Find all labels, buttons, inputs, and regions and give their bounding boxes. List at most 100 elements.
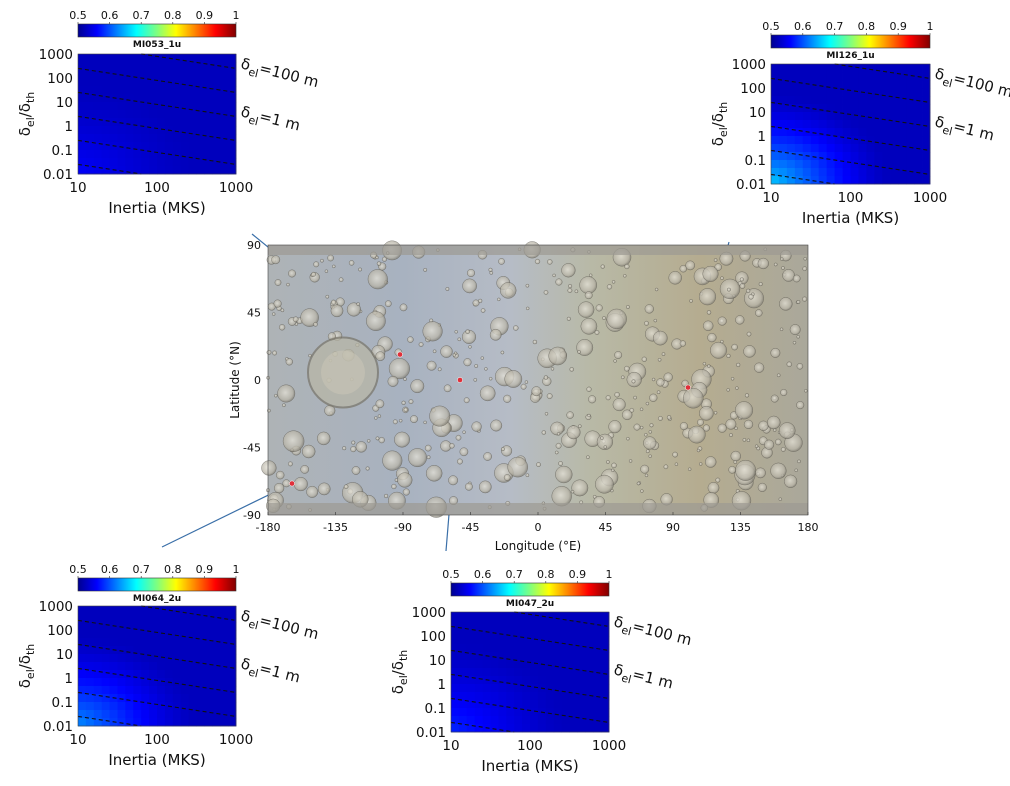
heatmap-cell bbox=[874, 168, 883, 177]
heatmap-cell bbox=[220, 678, 229, 687]
heatmap-cell bbox=[577, 708, 586, 717]
panel-title: MI053_1u bbox=[133, 40, 181, 50]
heatmap-cell bbox=[228, 166, 237, 175]
annotation-delta-1m: δel=1 m bbox=[238, 102, 302, 138]
heatmap-cell bbox=[514, 620, 523, 629]
heatmap-cell bbox=[810, 176, 820, 185]
heatmap-cell bbox=[810, 104, 820, 113]
crater bbox=[376, 261, 382, 266]
heatmap-cell bbox=[101, 686, 110, 695]
heatmap-cell bbox=[78, 646, 87, 655]
heatmap-cell bbox=[522, 684, 531, 693]
heatmap-cell bbox=[141, 126, 150, 135]
crater bbox=[282, 403, 286, 408]
heatmap-cell bbox=[922, 168, 931, 177]
heatmap-cell bbox=[451, 644, 460, 653]
heatmap-cell bbox=[125, 654, 134, 663]
heatmap-cell bbox=[212, 702, 221, 711]
crater bbox=[300, 308, 319, 327]
heatmap-cell bbox=[196, 654, 205, 663]
crater bbox=[301, 444, 316, 459]
crater bbox=[490, 419, 503, 432]
crater bbox=[348, 260, 355, 266]
dashed-contour-line bbox=[77, 667, 235, 693]
crater bbox=[306, 485, 319, 498]
heatmap-cell bbox=[117, 646, 126, 655]
heatmap-cell bbox=[778, 136, 788, 145]
crater bbox=[473, 378, 478, 382]
crater bbox=[652, 330, 668, 346]
heatmap-cell bbox=[498, 684, 507, 693]
crater bbox=[803, 257, 807, 261]
heatmap-cell bbox=[498, 620, 507, 629]
heatmap-cell bbox=[898, 64, 907, 73]
crater bbox=[796, 335, 800, 339]
heatmap-cell bbox=[898, 80, 907, 89]
crater bbox=[735, 459, 757, 481]
heatmap-cell bbox=[228, 142, 237, 151]
heatmap-cell bbox=[601, 668, 610, 677]
heatmap-cell bbox=[874, 128, 883, 137]
heatmap-cell bbox=[204, 142, 213, 151]
heatmap-cell bbox=[545, 716, 555, 725]
heatmap bbox=[771, 64, 931, 185]
heatmap-cell bbox=[78, 54, 87, 63]
heatmap-cell bbox=[530, 668, 539, 677]
heatmap-cell bbox=[601, 700, 610, 709]
crater bbox=[780, 388, 788, 397]
crater bbox=[332, 264, 336, 269]
heatmap-cell bbox=[228, 78, 237, 87]
heatmap-cell bbox=[474, 716, 483, 725]
crater bbox=[531, 386, 542, 397]
heatmap-cell bbox=[180, 678, 189, 687]
heatmap-cell bbox=[109, 158, 118, 167]
heatmap-cell bbox=[553, 676, 562, 685]
heatmap-cell bbox=[506, 660, 515, 669]
heatmap-cell bbox=[890, 88, 899, 97]
heatmap-cell bbox=[172, 686, 182, 695]
crater bbox=[556, 432, 561, 436]
heatmap-cell bbox=[125, 718, 134, 727]
heatmap-cell bbox=[482, 660, 491, 669]
heatmap-cell bbox=[109, 86, 118, 95]
heatmap-cell bbox=[78, 702, 87, 711]
colorbar-tick-label: 0.8 bbox=[858, 20, 876, 33]
heatmap-cell bbox=[125, 622, 134, 631]
annotation-delta-100m: δel=100 m bbox=[932, 64, 1010, 105]
crater bbox=[552, 273, 556, 278]
heatmap-cell bbox=[906, 168, 915, 177]
heatmap-cell bbox=[212, 150, 221, 159]
heatmap-cell bbox=[149, 686, 158, 695]
ylabel-part: /δ bbox=[16, 655, 34, 669]
heatmap-cell bbox=[141, 118, 150, 127]
crater bbox=[773, 262, 778, 267]
heatmap-cell bbox=[506, 676, 515, 685]
heatmap-cell bbox=[133, 678, 142, 687]
crater bbox=[311, 271, 316, 277]
crater bbox=[657, 357, 662, 362]
heatmap-cell bbox=[794, 112, 804, 121]
annotation-part: el bbox=[620, 623, 633, 638]
annotation-part: el bbox=[620, 671, 633, 686]
crater bbox=[674, 462, 679, 466]
crater bbox=[478, 480, 492, 494]
heatmap-cell bbox=[101, 654, 110, 663]
heatmap-cell bbox=[458, 628, 468, 637]
heatmap-cell bbox=[212, 62, 221, 71]
heatmap-cell bbox=[101, 670, 110, 679]
heatmap-cell bbox=[794, 168, 804, 177]
heatmap-cell bbox=[204, 94, 213, 103]
crater bbox=[503, 394, 512, 403]
heatmap-cell bbox=[157, 646, 166, 655]
colorbar-tick-label: 0.9 bbox=[196, 563, 214, 576]
heatmap-cell bbox=[141, 158, 150, 167]
heatmap-cell bbox=[914, 176, 923, 185]
heatmap-cell bbox=[882, 72, 891, 81]
crater bbox=[641, 356, 647, 362]
heatmap-cell bbox=[898, 104, 907, 113]
heatmap-cell bbox=[212, 694, 221, 703]
heatmap-cell bbox=[78, 158, 87, 167]
heatmap-cell bbox=[117, 718, 126, 727]
heatmap-cell bbox=[125, 702, 134, 711]
crater bbox=[331, 299, 337, 305]
